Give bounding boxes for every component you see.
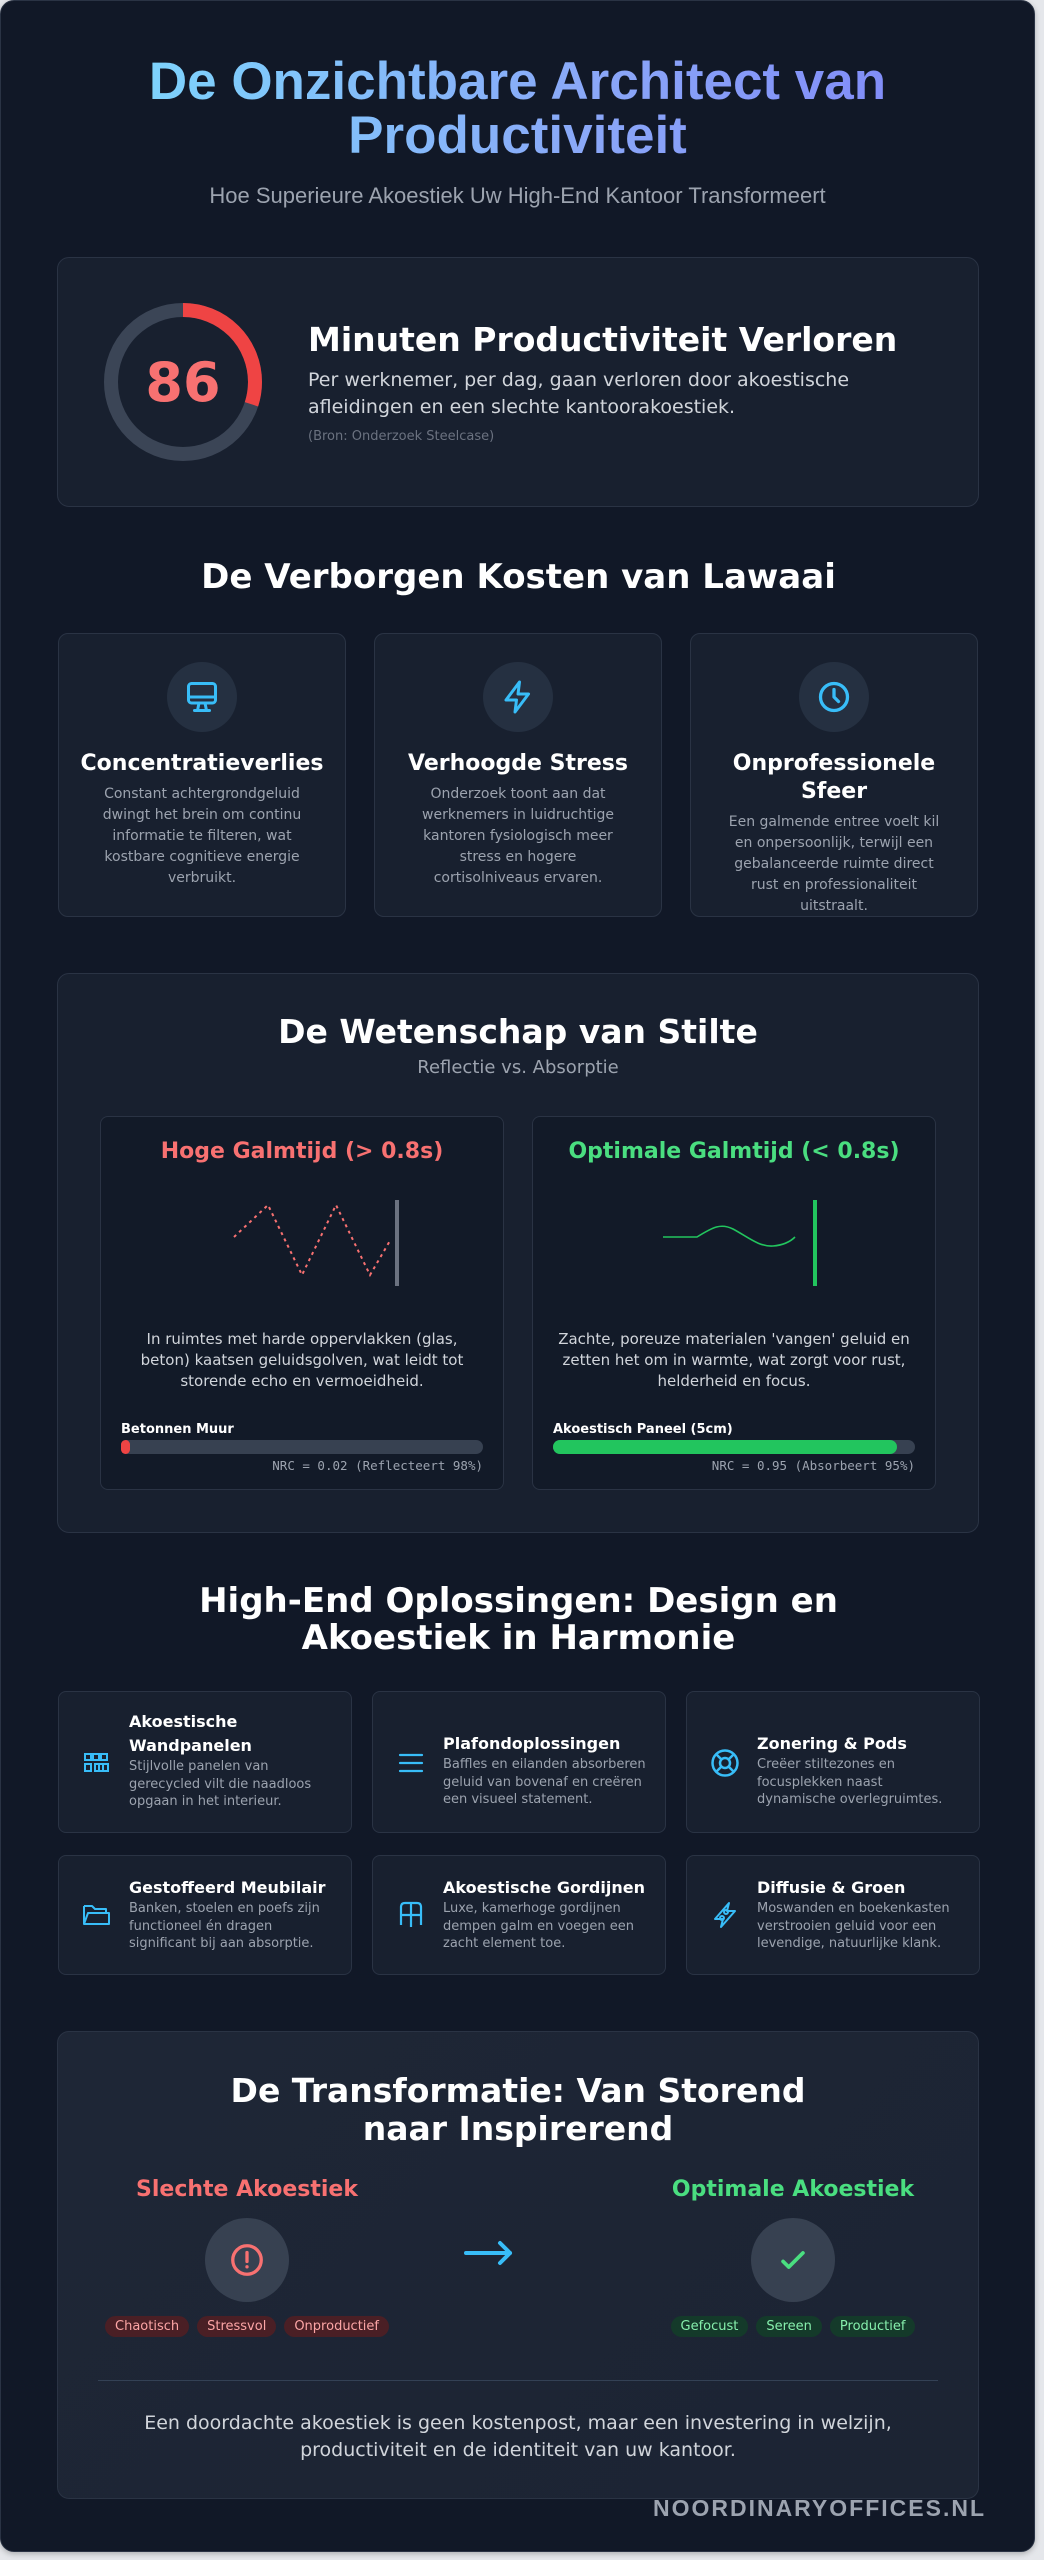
alert-icon [231,2244,263,2276]
solution-text: Luxe, kamerhoge gordijnen dempen galm en… [443,1901,635,1951]
cost-card-stress: Verhoogde Stress Onderzoek toont aan dat… [374,633,662,917]
absorption-wave-icon [663,1200,817,1286]
stat-card: 86 Minuten Productiviteit Verloren Per w… [57,257,979,507]
conclusion-text: Een doordachte akoestiek is geen kostenp… [144,2412,892,2461]
solution-text: Baffles en eilanden absorberen geluid va… [443,1757,646,1807]
cost-title: Verhoogde Stress [408,751,628,776]
nrc-value: NRC = 0.02 (Reflecteert 98%) [272,1458,483,1473]
solution-card: Akoestische Gordijnen Luxe, kamerhoge go… [372,1855,666,1975]
solution-title: Akoestische Wandpanelen [129,1712,252,1755]
solution-title: Diffusie & Groen [757,1878,906,1897]
stat-title: Minuten Productiviteit Verloren [308,320,898,359]
solution-text: Moswanden en boekenkasten verstrooien ge… [757,1901,950,1951]
nrc-bar [121,1440,483,1454]
cost-title: Concentratieverlies [80,751,324,776]
solution-text: Banken, stoelen en poefs zijn functionee… [129,1901,320,1951]
ring-chart [104,303,262,461]
progress-ring: 86 [103,302,263,462]
cost-text: Een galmende entree voelt kil en onperso… [728,814,940,914]
solution-card: Zonering & Pods Creëer stiltezones en fo… [686,1691,980,1833]
bad-title: Slechte Akoestiek [136,2177,358,2202]
divider [98,2380,938,2381]
transformation-section: De Transformatie: Van Storend naar Inspi… [57,2031,979,2499]
tag: Stressvol [197,2316,277,2337]
clock-icon [818,681,850,713]
panel-title: Hoge Galmtijd (> 0.8s) [160,1139,444,1164]
solution-card: Diffusie & Groen Moswanden en boekenkast… [686,1855,980,1975]
nrc-bar-fill [553,1440,897,1454]
tag: Onproductief [284,2316,389,2337]
cost-title: Onprofessionele Sfeer [732,751,936,804]
ceiling-baffles-icon [398,1753,424,1773]
stat-description: Per werknemer, per dag, gaan verloren do… [308,369,850,418]
reflection-wave-icon [233,1200,399,1286]
panel-optimal-reverb: Optimale Galmtijd (< 0.8s) Zachte, poreu… [532,1116,936,1490]
nrc-bar [553,1440,915,1454]
hero: De Onzichtbare Architect van Productivit… [1,1,1034,209]
tag: Productief [829,2316,916,2337]
solution-title: Akoestische Gordijnen [443,1878,645,1897]
solution-text: Creëer stiltezones en focusplekken naast… [757,1757,943,1807]
material-label: Betonnen Muur [121,1422,234,1437]
cost-card-atmosphere: Onprofessionele Sfeer Een galmende entre… [690,633,978,917]
solution-text: Stijlvolle panelen van gerecycled vilt d… [129,1759,312,1809]
material-label: Akoestisch Paneel (5cm) [553,1422,733,1437]
lifebuoy-icon [711,1749,739,1777]
panel-text: In ruimtes met harde oppervlakken (glas,… [140,1330,464,1390]
cost-text: Constant achtergrondgeluid dwingt het br… [102,786,302,886]
nrc-bar-fill [121,1440,131,1454]
tag: Gefocust [670,2316,749,2337]
good-title: Optimale Akoestiek [671,2177,915,2202]
bad-tags: Chaotisch Stressvol Onproductief [77,2316,417,2337]
good-tags: Gefocust Sereen Productief [623,2316,963,2337]
transformation-title: De Transformatie: Van Storend naar Inspi… [230,2071,806,2148]
panel-title: Optimale Galmtijd (< 0.8s) [568,1139,900,1164]
bad-acoustics: Slechte Akoestiek Chaotisch Stressvol On… [77,2177,417,2337]
solutions-title: High-End Oplossingen: Design en Akoestie… [199,1581,838,1658]
page-subtitle: Hoe Superieure Akoestiek Uw High-End Kan… [209,183,826,208]
tag: Chaotisch [105,2316,190,2337]
diffusion-icon [714,1902,736,1928]
tag: Sereen [756,2316,822,2337]
science-title: De Wetenschap van Stilte [278,1012,758,1051]
solution-card: Plafondoplossingen Baffles en eilanden a… [372,1691,666,1833]
brand-footer: NOORDINARYOFFICES.NL [652,2495,986,2521]
good-acoustics: Optimale Akoestiek Gefocust Sereen Produ… [623,2177,963,2337]
solution-title: Gestoffeerd Meubilair [129,1878,326,1897]
solution-title: Plafondoplossingen [443,1734,621,1753]
costs-title: De Verborgen Kosten van Lawaai [201,557,836,597]
panel-high-reverb: Hoge Galmtijd (> 0.8s) In ruimtes met ha… [100,1116,504,1490]
check-icon [781,2251,805,2269]
arrow-right-icon [464,2241,512,2265]
stat-source: (Bron: Onderzoek Steelcase) [308,429,495,444]
nrc-value: NRC = 0.95 (Absorbeert 95%) [711,1458,915,1473]
page-title: De Onzichtbare Architect van Productivit… [138,55,898,163]
lightning-icon [504,680,530,714]
curtains-icon [399,1901,423,1927]
cost-card-concentration: Concentratieverlies Constant achtergrond… [58,633,346,917]
solution-title: Zonering & Pods [757,1734,907,1753]
cost-text: Onderzoek toont aan dat werknemers in lu… [422,786,614,886]
solution-card: Gestoffeerd Meubilair Banken, stoelen en… [58,1855,352,1975]
wall-panels-icon [84,1753,109,1772]
solution-card: Akoestische Wandpanelen Stijlvolle panel… [58,1691,352,1833]
science-subtitle: Reflectie vs. Absorptie [417,1057,619,1078]
stat-value: 86 [145,350,221,414]
science-section: De Wetenschap van Stilte Reflectie vs. A… [57,973,979,1533]
folder-icon [83,1905,110,1925]
panel-text: Zachte, poreuze materialen 'vangen' gelu… [558,1330,910,1390]
monitor-icon [187,682,217,712]
